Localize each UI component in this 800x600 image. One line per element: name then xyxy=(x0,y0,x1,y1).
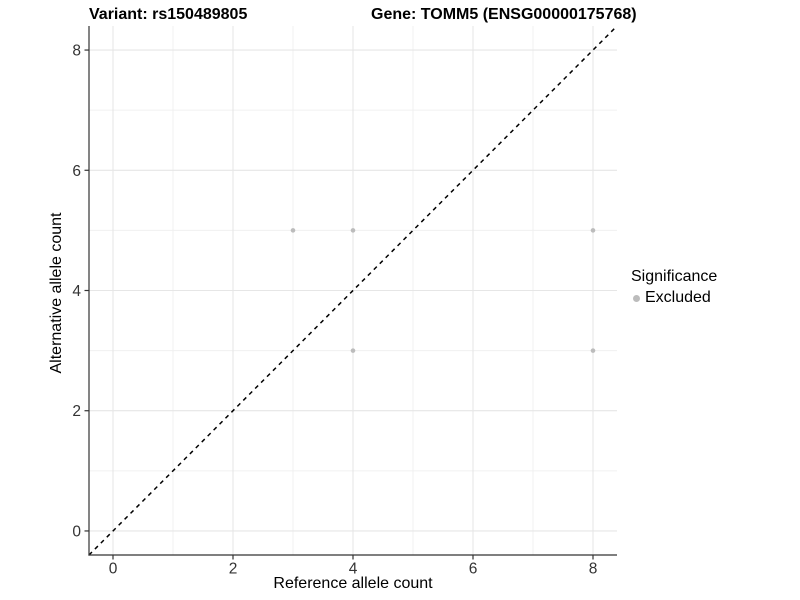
legend-title: Significance xyxy=(631,268,718,285)
y-tick-label: 0 xyxy=(72,523,81,540)
y-axis-tick-labels: 0 2 4 6 8 xyxy=(72,43,81,541)
excluded-point-icon xyxy=(633,294,640,302)
x-tick-label: 4 xyxy=(349,561,358,578)
y-tick-label: 4 xyxy=(72,283,81,300)
x-tick-label: 6 xyxy=(469,561,478,578)
identity-line xyxy=(88,25,618,556)
y-tick-label: 8 xyxy=(72,43,81,60)
y-tick-label: 6 xyxy=(72,163,81,180)
legend: Significance Excluded xyxy=(631,268,717,307)
x-axis-title: Reference allele count xyxy=(273,575,433,592)
x-tick-label: 2 xyxy=(229,561,238,578)
data-point xyxy=(590,228,596,233)
x-axis-tick-labels: 0 2 4 6 8 xyxy=(109,561,598,578)
legend-item-label: Excluded xyxy=(645,289,711,306)
data-points xyxy=(290,228,596,353)
gene-title: Gene: TOMM5 (ENSG00000175768) xyxy=(371,6,637,23)
y-tick-label: 2 xyxy=(72,403,81,420)
y-axis-title: Alternative allele count xyxy=(48,212,65,374)
data-point xyxy=(290,228,296,233)
data-point xyxy=(350,348,356,353)
x-tick-label: 0 xyxy=(109,561,118,578)
x-tick-label: 8 xyxy=(589,561,598,578)
legend-item-excluded: Excluded xyxy=(631,289,717,307)
data-point xyxy=(590,348,596,353)
variant-title: Variant: rs150489805 xyxy=(89,6,248,23)
data-point xyxy=(350,228,356,233)
axis-tick-marks xyxy=(84,49,594,560)
identity-reference-line xyxy=(88,25,618,556)
